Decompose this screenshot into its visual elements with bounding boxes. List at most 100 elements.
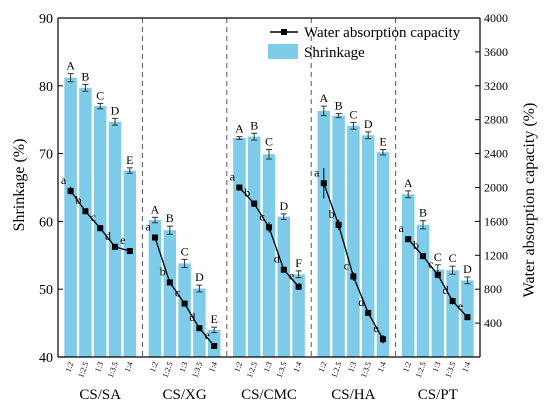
ratio-tick-label: 1:3 xyxy=(178,361,190,374)
left-tick-label: 60 xyxy=(39,215,53,230)
water-letter: b xyxy=(160,264,166,278)
ratio-tick-label: 1:2.5 xyxy=(161,361,175,379)
water-letter: b xyxy=(75,193,81,207)
bar-shrinkage xyxy=(178,263,191,357)
ratio-tick-label: 1:2 xyxy=(232,361,244,374)
water-point xyxy=(152,234,158,241)
water-letter: d xyxy=(443,283,449,297)
shrinkage-letter: B xyxy=(166,211,174,225)
bar-shrinkage xyxy=(446,270,459,357)
shrinkage-letter: C xyxy=(96,88,104,102)
water-point xyxy=(365,309,372,316)
bar-shrinkage xyxy=(401,194,415,357)
bar-shrinkage xyxy=(361,135,375,357)
ratio-tick-label: 1:4 xyxy=(460,361,472,374)
ratio-tick-label: 1:2 xyxy=(401,361,413,374)
bar-shrinkage xyxy=(247,136,261,357)
water-point xyxy=(166,279,173,286)
water-letter: d xyxy=(105,229,111,243)
right-tick-label: 3200 xyxy=(484,79,508,93)
right-tick-label: 1200 xyxy=(484,248,508,262)
ratio-tick-label: 1:2.5 xyxy=(76,361,90,379)
right-tick-label: 4000 xyxy=(484,11,508,25)
bar-shrinkage xyxy=(193,288,206,357)
water-letter: c xyxy=(175,286,180,300)
water-point xyxy=(434,271,441,278)
bar-shrinkage xyxy=(262,154,276,357)
bar-shrinkage xyxy=(317,110,331,357)
bar-shrinkage xyxy=(277,216,291,357)
shrinkage-letter: A xyxy=(151,202,160,216)
water-point xyxy=(350,273,357,280)
shrinkage-letter: B xyxy=(335,99,343,113)
shrinkage-letter: E xyxy=(379,135,386,149)
legend-bar-swatch xyxy=(268,44,298,59)
water-point xyxy=(126,248,133,255)
shrinkage-letter: D xyxy=(111,103,120,117)
water-point xyxy=(420,253,426,260)
water-point xyxy=(380,336,386,343)
bar-shrinkage xyxy=(347,125,360,357)
left-tick-label: 50 xyxy=(39,283,53,298)
ratio-tick-label: 1:4 xyxy=(292,361,304,374)
water-letter: e xyxy=(120,233,125,247)
bar-shrinkage xyxy=(431,269,445,357)
water-letter: e xyxy=(458,299,463,313)
water-line-layer xyxy=(67,180,471,349)
shrinkage-letter: C xyxy=(265,135,273,149)
water-point xyxy=(211,342,218,349)
ratio-tick-label: 1:3.5 xyxy=(443,361,457,379)
water-letter: c xyxy=(344,258,349,272)
shrinkage-letter: A xyxy=(319,91,328,105)
water-letter: d xyxy=(274,252,280,266)
water-letter: c xyxy=(259,209,264,223)
ratio-tick-label: 1:4 xyxy=(376,361,388,374)
shrinkage-letter: A xyxy=(235,122,244,136)
legend-water-label: Water absorption capacity xyxy=(304,25,461,41)
left-tick-label: 80 xyxy=(39,80,53,95)
shrinkage-letter: B xyxy=(419,206,427,220)
water-letter: c xyxy=(428,257,433,271)
ratio-tick-label: 1:3.5 xyxy=(275,361,289,379)
water-letter: b xyxy=(329,207,335,221)
water-letter: a xyxy=(399,221,405,235)
right-tick-label: 2000 xyxy=(484,181,508,195)
bar-shrinkage xyxy=(64,77,77,357)
ratio-tick-label: 1:2.5 xyxy=(245,361,259,379)
right-tick-label: 3600 xyxy=(484,45,508,59)
ratio-tick-label: 1:2 xyxy=(64,361,76,374)
bar-shrinkage xyxy=(79,87,92,358)
water-point xyxy=(251,200,258,207)
group-separators xyxy=(141,18,397,357)
bar-shrinkage xyxy=(376,152,390,357)
water-letter: c xyxy=(91,210,96,224)
water-letter: e xyxy=(205,328,210,342)
bar-shrinkage xyxy=(163,230,177,357)
bars-layer xyxy=(64,77,474,358)
legend: Water absorption capacity Shrinkage xyxy=(268,25,461,61)
left-tick-label: 40 xyxy=(39,351,53,366)
shrinkage-letter: B xyxy=(81,69,89,83)
bar-shrinkage xyxy=(93,106,107,357)
shrinkage-letter: F xyxy=(295,256,302,270)
shrinkage-letter: A xyxy=(66,59,75,73)
shrinkage-letter: C xyxy=(434,250,442,264)
shrinkage-letter: D xyxy=(364,117,373,131)
ratio-tick-label: 1:2.5 xyxy=(329,361,343,379)
ratio-tick-label: 1:3.5 xyxy=(106,361,120,379)
group-label: CS/PT xyxy=(418,387,458,403)
bar-shrinkage xyxy=(292,274,305,357)
water-point xyxy=(112,243,118,250)
ratio-tick-label: 1:4 xyxy=(207,361,219,374)
water-point xyxy=(266,224,272,231)
left-tick-label: 70 xyxy=(39,148,53,163)
water-letter: a xyxy=(314,165,320,179)
water-letter: a xyxy=(61,173,67,187)
ratio-tick-label: 1:2 xyxy=(317,361,329,374)
bar-shrinkage xyxy=(416,224,430,357)
water-point xyxy=(280,266,287,273)
y-axis-left-title: Shrinkage (%) xyxy=(11,139,28,232)
ratio-tick-label: 1:3.5 xyxy=(190,361,204,379)
shrinkage-letter: B xyxy=(250,118,258,132)
